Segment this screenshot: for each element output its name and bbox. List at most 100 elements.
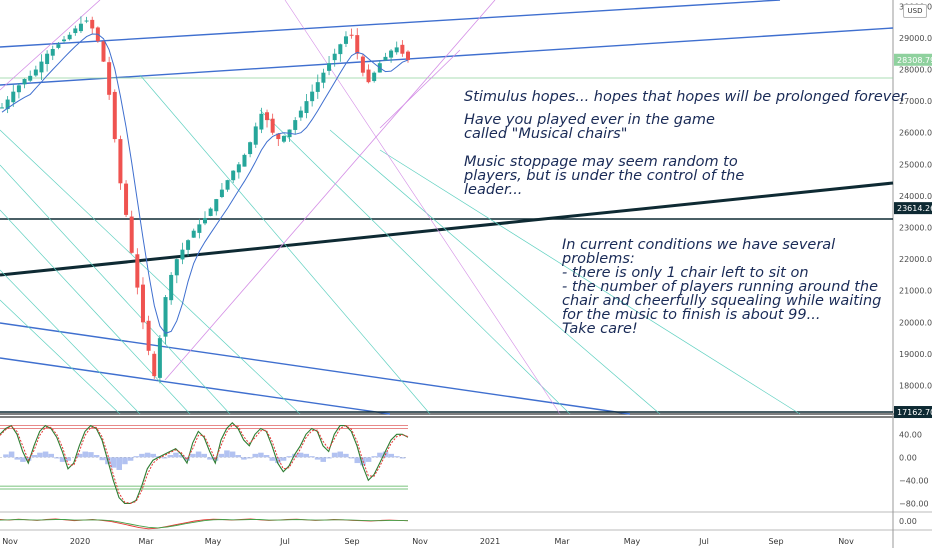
price-tick-label: 21000.00 — [899, 287, 932, 296]
candle-body — [107, 62, 112, 95]
annotation-musical-chairs: Have you played ever in the game called … — [464, 112, 745, 198]
candle-body — [16, 85, 21, 93]
oscillator-histogram-bar — [286, 456, 292, 458]
oscillator-histogram-bar — [42, 451, 49, 458]
oscillator-histogram-bar — [326, 457, 332, 459]
oscillator-histogram-bar — [258, 452, 264, 458]
oscillator-histogram-bar — [337, 451, 343, 458]
candle-body — [152, 353, 157, 377]
candle-body — [293, 120, 298, 130]
time-tick-label: Jul — [279, 537, 290, 546]
trendline — [0, 322, 631, 415]
oscillator-histogram-bar — [224, 450, 230, 458]
oscillator-histogram-bar — [399, 457, 406, 459]
candle-body — [327, 63, 332, 71]
oscillator-histogram-bar — [394, 456, 400, 458]
oscillator-histogram-bar — [377, 452, 383, 458]
candle-body — [90, 19, 95, 29]
candle-body — [248, 142, 253, 155]
price-tick-label: 27000.00 — [899, 97, 932, 106]
moving-average — [1, 33, 409, 334]
candle-body — [0, 107, 4, 109]
candle-body — [39, 61, 44, 73]
candle-body — [332, 53, 337, 61]
candle-body — [84, 20, 89, 22]
candle-body — [73, 28, 78, 34]
candle-body — [45, 53, 50, 65]
price-badge-label: 17162.70 — [897, 408, 932, 417]
candle-body — [389, 50, 394, 58]
candle-body — [208, 208, 213, 216]
candle-body — [231, 170, 236, 181]
oscillator-histogram-bar — [320, 457, 326, 462]
oscillator-line — [0, 422, 409, 504]
fan-line — [379, 149, 801, 415]
oscillator-histogram-bar — [76, 453, 83, 458]
oscillator-histogram-bar — [127, 457, 134, 461]
moving-average-line — [1, 33, 409, 334]
price-tick-label: 20000.00 — [899, 318, 932, 327]
oscillator-histogram-bar — [190, 453, 196, 458]
price-axis[interactable]: 18000.00 19000.00 20000.00 21000.00 22000.00… — [894, 2, 932, 419]
price-badge-label: 23614.26 — [897, 204, 932, 213]
price-tick-label: 26000.00 — [899, 129, 932, 138]
candle-body — [315, 82, 320, 92]
time-tick-label: May — [205, 537, 222, 546]
oscillator-histogram-bar — [65, 457, 71, 461]
price-badge — [894, 406, 932, 419]
candle-body — [174, 259, 179, 276]
oscillator-signal-line — [0, 424, 409, 504]
candle-body — [225, 180, 230, 190]
oscillator-histogram-bar — [59, 457, 66, 462]
oscillator-histogram-bar — [178, 455, 185, 458]
price-badge-label: 28308.79 — [897, 56, 932, 65]
oscillator-histogram-bar — [110, 457, 117, 468]
candle-body — [186, 240, 191, 250]
fan-line — [164, 0, 496, 381]
candle-body — [135, 254, 140, 288]
candle-body — [203, 218, 207, 224]
price-tick-label: 19000.00 — [899, 350, 932, 359]
oscillator-histogram-bar — [246, 457, 253, 459]
oscillator-histogram-bar — [88, 452, 94, 458]
oscillator-histogram-bar — [241, 457, 247, 460]
oscillator-histogram-bar — [207, 457, 213, 460]
candle-body — [236, 164, 241, 173]
fan-line — [0, 209, 191, 415]
candle-body — [33, 69, 38, 76]
oscillator-histogram-bar — [116, 457, 122, 470]
candle-body — [169, 274, 174, 301]
oscillator-histogram-bar — [93, 455, 100, 458]
candle-body — [50, 48, 55, 56]
price-tick-label: 18000.00 — [899, 382, 932, 391]
annotation-conditions: In current conditions we have several pr… — [562, 237, 882, 337]
fan-line — [259, 109, 571, 415]
oscillator-histogram-bar — [133, 456, 139, 458]
candle-body — [146, 320, 151, 351]
candle-body — [372, 72, 377, 82]
oscillator-histogram-bar — [201, 453, 207, 458]
time-tick-label: Jul — [698, 537, 709, 546]
oscillator-histogram-bar — [184, 457, 190, 461]
oscillator-histogram-bar — [82, 451, 88, 458]
oscillator-histogram-bar — [195, 451, 202, 458]
candle-body — [321, 72, 326, 83]
candle-body — [219, 189, 224, 198]
oscillator-histogram-bar — [229, 451, 236, 458]
oscillator-histogram-bar — [348, 457, 355, 459]
price-tick-label: 29000.00 — [899, 34, 932, 43]
candle-body — [298, 110, 303, 118]
fan-line — [0, 129, 301, 415]
oscillator-tick-label: 40.00 — [899, 430, 922, 439]
time-axis[interactable]: Nov 2020 Mar May Jul Sep Nov 2021 Mar May Jul Sep No… — [2, 537, 854, 546]
oscillator-histogram-bar — [3, 454, 9, 458]
oscillator-tick-label: −40.00 — [899, 476, 929, 485]
candle-body — [101, 41, 106, 62]
oscillator-histogram-bar — [173, 452, 179, 458]
oscillator-histogram-bar — [331, 452, 338, 458]
currency-label[interactable]: USD — [903, 4, 927, 18]
candle-body — [191, 230, 196, 238]
oscillator-histogram-bar — [20, 457, 26, 462]
oscillator-histogram-bar — [48, 453, 54, 458]
